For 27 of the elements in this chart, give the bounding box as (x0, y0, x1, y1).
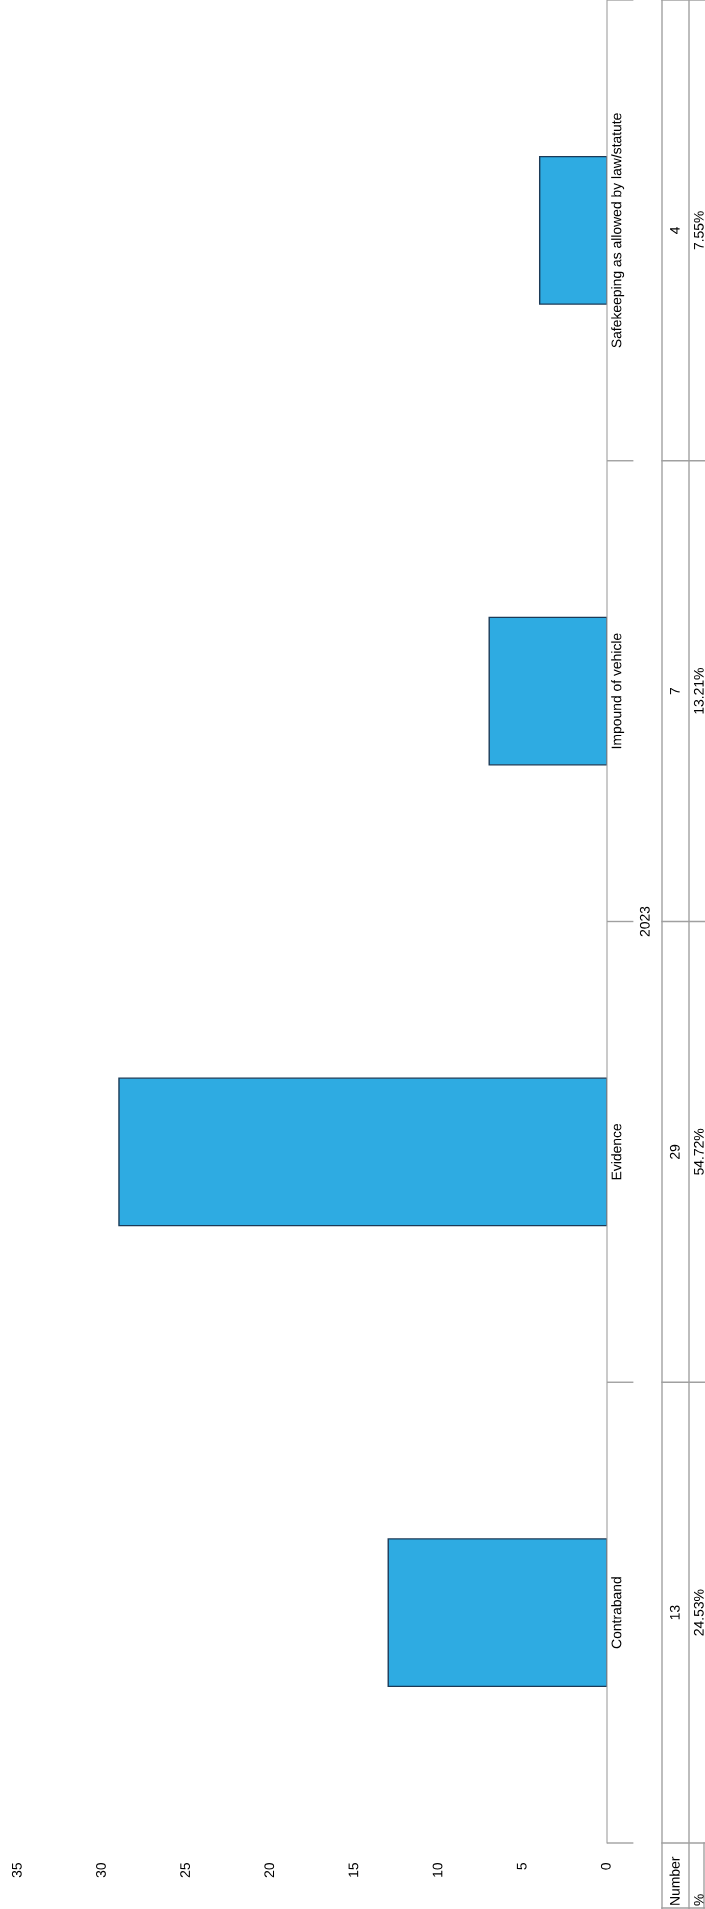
text: Number (669, 1856, 680, 1905)
y-tick-label: Safekeeping as allowed by law/statute (611, 113, 625, 348)
x-tick-label: 5 (516, 1863, 527, 1870)
x-tick-label: 0 (600, 1862, 611, 1870)
bar (538, 155, 607, 305)
data-label: 7 (670, 687, 680, 695)
y-axis-title: 2023 (639, 906, 650, 937)
data-label: 29 (669, 1144, 680, 1159)
data-label: 13 (669, 1605, 680, 1620)
x-tick-label: 20 (264, 1862, 275, 1878)
bar (118, 1077, 607, 1227)
bar (387, 1538, 607, 1688)
text: 7.55% (693, 211, 704, 250)
text: 24.53% (693, 1589, 704, 1636)
x-tick-label: 30 (96, 1862, 106, 1878)
text: % (693, 1894, 704, 1906)
x-tick-label: 35 (11, 1863, 22, 1878)
x-tick-label: 25 (180, 1863, 191, 1878)
x-tick-label: 10 (432, 1862, 443, 1877)
text: 13.21% (693, 668, 704, 714)
y-tick-label: Impound of vehicle (611, 633, 625, 749)
text: 54.72% (693, 1128, 704, 1175)
data-label: 4 (670, 226, 680, 234)
y-tick-label: Contraband (611, 1577, 622, 1649)
y-tick-label: Evidence (611, 1123, 622, 1180)
x-tick-label: 15 (348, 1863, 359, 1877)
bar (488, 616, 607, 766)
